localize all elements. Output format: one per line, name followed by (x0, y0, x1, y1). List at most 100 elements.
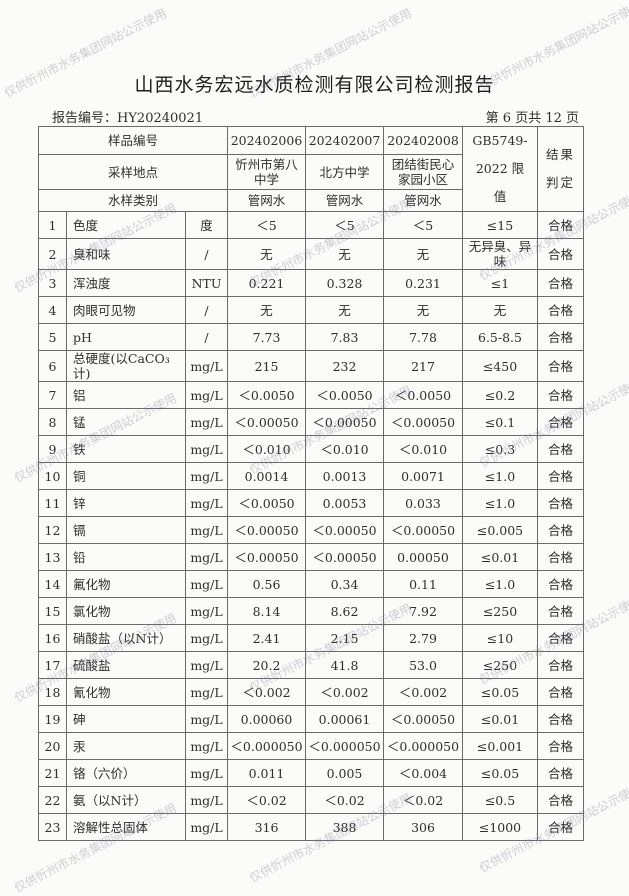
result: 合格 (537, 678, 584, 706)
limit: ≤1 (462, 269, 538, 297)
result: 合格 (537, 489, 584, 517)
limit: ≤250 (462, 597, 538, 625)
header-row-type: 水样类别 管网水 管网水 管网水 (38, 189, 584, 212)
limit: 6.5-8.5 (462, 323, 538, 351)
item-name: 氨（以N计） (66, 786, 186, 814)
limit: ≤0.005 (462, 516, 538, 544)
result: 合格 (537, 813, 584, 841)
unit: NTU (185, 269, 228, 297)
limit: ≤0.05 (462, 678, 538, 706)
item-name: 溶解性总固体 (66, 813, 186, 841)
limit: ≤450 (462, 350, 538, 382)
limit: ≤0.01 (462, 543, 538, 571)
sample-location: 忻州市第八中学 (227, 153, 306, 191)
value: 0.221 (227, 269, 306, 297)
value: ＜0.010 (383, 435, 463, 463)
page-number: 第 6 页共 12 页 (485, 111, 579, 126)
value: ＜0.0050 (227, 381, 306, 409)
unit: 度 (185, 211, 228, 239)
item-name: 浑浊度 (66, 269, 186, 297)
test-results-table: 样品编号 202402006 202402007 202402008 GB574… (38, 126, 584, 841)
item-name: 臭和味 (66, 238, 186, 270)
item-name: 氰化物 (66, 678, 186, 706)
table-row: 1 色度度＜5 ＜5 ＜5 ≤15 合格 (38, 211, 584, 239)
limit: ≤1.0 (462, 489, 538, 517)
value: 0.00050 (383, 543, 463, 571)
value: ＜0.00050 (383, 408, 463, 436)
row-number: 21 (38, 759, 67, 787)
table-row: 22 氨（以N计） mg/L ＜0.02 ＜0.02 ＜0.02 ≤0.5 合格 (38, 786, 584, 814)
limit: ≤0.01 (462, 705, 538, 733)
value: ＜0.004 (383, 759, 463, 787)
value: ＜0.002 (305, 678, 384, 706)
value: 0.033 (383, 489, 463, 517)
value: 2.15 (305, 624, 384, 652)
unit: / (185, 323, 228, 351)
result: 合格 (537, 238, 584, 270)
value: 0.005 (305, 759, 384, 787)
item-name: 铁 (66, 435, 186, 463)
value: ＜0.000050 (383, 732, 463, 760)
table-row: 23 溶解性总固体 mg/L 316 388 306 ≤1000 合格 (38, 813, 584, 841)
limit: ≤250 (462, 651, 538, 679)
sample-no: 202402007 (305, 126, 384, 155)
value: 232 (305, 350, 384, 382)
type-label: 水样类别 (38, 189, 228, 212)
value: 0.0053 (305, 489, 384, 517)
row-number: 6 (38, 350, 67, 382)
unit: mg/L (185, 651, 228, 679)
table-row: 9 铁 mg/L ＜0.010 ＜0.010 ＜0.010 ≤0.3 合格 (38, 435, 584, 463)
unit: mg/L (185, 489, 228, 517)
limit: ≤1000 (462, 813, 538, 841)
sample-no: 202402008 (383, 126, 463, 155)
item-name: 总硬度(以CaCO₃计) (66, 350, 186, 382)
limit: ≤0.5 (462, 786, 538, 814)
unit: mg/L (185, 350, 228, 382)
table-row: 18 氰化物 mg/L ＜0.002 ＜0.002 ＜0.002 ≤0.05 合格 (38, 678, 584, 706)
row-number: 15 (38, 597, 67, 625)
result: 合格 (537, 759, 584, 787)
row-number: 9 (38, 435, 67, 463)
result: 合格 (537, 624, 584, 652)
row-number: 23 (38, 813, 67, 841)
limit: ≤0.1 (462, 408, 538, 436)
result: 合格 (537, 705, 584, 733)
unit: mg/L (185, 786, 228, 814)
result: 合格 (537, 381, 584, 409)
row-number: 11 (38, 489, 67, 517)
value: ＜0.0050 (305, 381, 384, 409)
value: 7.83 (305, 323, 384, 351)
unit: mg/L (185, 624, 228, 652)
value: ＜0.00050 (383, 516, 463, 544)
row-number: 13 (38, 543, 67, 571)
value: 8.14 (227, 597, 306, 625)
value: 306 (383, 813, 463, 841)
sample-type: 管网水 (227, 189, 306, 212)
result: 合格 (537, 786, 584, 814)
value: ＜0.00050 (305, 408, 384, 436)
result: 合格 (537, 516, 584, 544)
value: ＜0.000050 (227, 732, 306, 760)
row-number: 17 (38, 651, 67, 679)
row-number: 4 (38, 296, 67, 324)
table-row: 19 砷 mg/L 0.00060 0.00061 ＜0.00050 ≤0.01 合格 (38, 705, 584, 733)
unit: / (185, 296, 228, 324)
item-name: 色度 (66, 211, 186, 239)
result: 合格 (537, 408, 584, 436)
row-number: 19 (38, 705, 67, 733)
value: 0.56 (227, 570, 306, 598)
value: ＜0.02 (383, 786, 463, 814)
result: 合格 (537, 323, 584, 351)
unit: mg/L (185, 381, 228, 409)
value: 20.2 (227, 651, 306, 679)
value: 0.34 (305, 570, 384, 598)
sample-no: 202402006 (227, 126, 306, 155)
table-row: 11 锌 mg/L ＜0.0050 0.0053 0.033 ≤1.0 合格 (38, 489, 584, 517)
unit: mg/L (185, 705, 228, 733)
item-name: 硫酸盐 (66, 651, 186, 679)
value: 0.00061 (305, 705, 384, 733)
item-name: pH (66, 323, 186, 351)
value: ＜0.00050 (227, 408, 306, 436)
value: ＜0.02 (227, 786, 306, 814)
result: 合格 (537, 296, 584, 324)
